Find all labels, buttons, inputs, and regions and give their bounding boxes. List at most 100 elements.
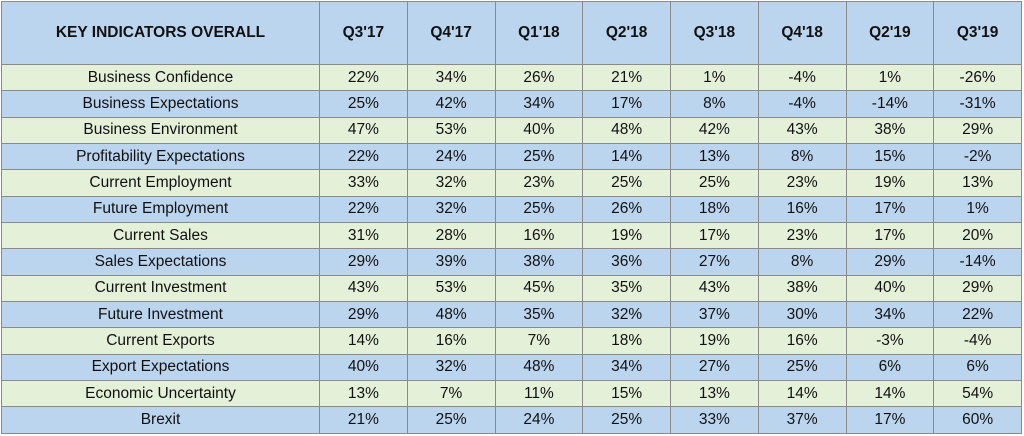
table-cell: 14% (845, 380, 935, 408)
table-cell: -14% (933, 248, 1022, 276)
column-header: Q4'17 (406, 1, 496, 65)
table-cell: 8% (757, 143, 847, 171)
table-cell: 40% (319, 353, 408, 382)
table-cell: 48% (582, 116, 671, 145)
table-cell: 42% (670, 116, 759, 145)
table-cell: 14% (582, 143, 671, 171)
table-cell: 25% (670, 169, 759, 197)
table-cell: 34% (494, 90, 584, 118)
table-cell: 54% (933, 380, 1022, 408)
table-cell: 29% (319, 301, 408, 329)
row-label: Future Investment (1, 301, 320, 329)
table-cell: 29% (319, 248, 408, 276)
table-cell: 27% (670, 353, 759, 382)
table-cell: 13% (670, 380, 759, 408)
table-cell: 29% (933, 116, 1022, 145)
column-header: Q3'17 (319, 1, 408, 65)
table-cell: 17% (582, 90, 671, 118)
table-row: Brexit 21% 25% 24% 25% 33% 37% 17% 60% (1, 406, 1022, 434)
table-row: Profitability Expectations 22% 24% 25% 14% 13… (1, 143, 1022, 171)
table-cell: 32% (582, 301, 671, 329)
table-body: Business Confidence 22% 34% 26% 21% 1% -4% 1% -2… (1, 63, 1022, 434)
table-row: Current Investment 43% 53% 45% 35% 43% 38% 40% 2… (1, 274, 1022, 303)
table-cell: 23% (757, 222, 847, 250)
table-cell: 35% (494, 301, 584, 329)
table-cell: 19% (582, 222, 671, 250)
table-cell: 18% (582, 327, 671, 355)
table-cell: 29% (933, 274, 1022, 303)
table-row: Economic Uncertainty 13% 7% 11% 15% 13% 14% 14%… (1, 380, 1022, 408)
table-cell: 29% (845, 248, 935, 276)
table-cell: 17% (670, 222, 759, 250)
table-cell: 31% (319, 222, 408, 250)
table-cell: 1% (670, 63, 759, 92)
table-cell: 13% (933, 169, 1022, 197)
table-cell: 39% (406, 248, 496, 276)
row-label: Economic Uncertainty (1, 380, 320, 408)
table-row: Current Exports 14% 16% 7% 18% 19% 16% -3% -4% (1, 327, 1022, 355)
table-cell: 17% (845, 222, 935, 250)
table-cell: 15% (582, 380, 671, 408)
table-cell: 22% (319, 143, 408, 171)
table-cell: 26% (582, 195, 671, 224)
table-row: Current Employment 33% 32% 23% 25% 25% 23% 19% 1… (1, 169, 1022, 197)
row-label: Profitability Expectations (1, 143, 320, 171)
table-cell: 18% (670, 195, 759, 224)
column-header: Q1'18 (494, 1, 584, 65)
table-cell: -3% (845, 327, 935, 355)
table-row: Sales Expectations 29% 39% 38% 36% 27% 8% 29% -1… (1, 248, 1022, 276)
table-cell: -4% (933, 327, 1022, 355)
table-cell: -31% (933, 90, 1022, 118)
table-cell: 11% (494, 380, 584, 408)
table-cell: 25% (582, 406, 671, 434)
table-cell: 33% (670, 406, 759, 434)
table-cell: 16% (757, 195, 847, 224)
table-cell: 53% (406, 116, 496, 145)
table-cell: 8% (670, 90, 759, 118)
table-cell: 23% (757, 169, 847, 197)
table-cell: 19% (845, 169, 935, 197)
table-cell: 25% (582, 169, 671, 197)
table-cell: 6% (933, 353, 1022, 382)
table-cell: 43% (757, 116, 847, 145)
table-cell: 30% (757, 301, 847, 329)
row-label: Current Sales (1, 222, 320, 250)
table-cell: 6% (845, 353, 935, 382)
table-cell: 19% (670, 327, 759, 355)
table-cell: 1% (933, 195, 1022, 224)
row-label: Business Expectations (1, 90, 320, 118)
table-cell: 27% (670, 248, 759, 276)
table-cell: 14% (757, 380, 847, 408)
table-cell: 1% (845, 63, 935, 92)
table-cell: 16% (757, 327, 847, 355)
table-cell: -4% (757, 63, 847, 92)
table-cell: 28% (406, 222, 496, 250)
table-cell: 45% (494, 274, 584, 303)
table-cell: 16% (406, 327, 496, 355)
table-cell: 36% (582, 248, 671, 276)
row-label: Current Employment (1, 169, 320, 197)
table-cell: 48% (494, 353, 584, 382)
table-cell: 8% (757, 248, 847, 276)
table-row: Export Expectations 40% 32% 48% 34% 27% 25% 6% 6… (1, 353, 1022, 382)
table-cell: 25% (406, 406, 496, 434)
row-label: Export Expectations (1, 353, 320, 382)
table-cell: 7% (494, 327, 584, 355)
table-cell: 43% (670, 274, 759, 303)
table-cell: 22% (933, 301, 1022, 329)
table-cell: 35% (582, 274, 671, 303)
row-label: Sales Expectations (1, 248, 320, 276)
table-cell: 17% (845, 195, 935, 224)
column-header: Q2'19 (845, 1, 935, 65)
table-cell: 34% (582, 353, 671, 382)
row-label: Business Environment (1, 116, 320, 145)
table-cell: 23% (494, 169, 584, 197)
row-label: Brexit (1, 406, 320, 434)
table-cell: 34% (406, 63, 496, 92)
table-cell: 26% (494, 63, 584, 92)
table-cell: 37% (670, 301, 759, 329)
table-cell: 47% (319, 116, 408, 145)
table-cell: 21% (319, 406, 408, 434)
table-cell: 42% (406, 90, 496, 118)
header-row: KEY INDICATORS OVERALL Q3'17 Q4'17 Q1'18… (1, 1, 1022, 65)
